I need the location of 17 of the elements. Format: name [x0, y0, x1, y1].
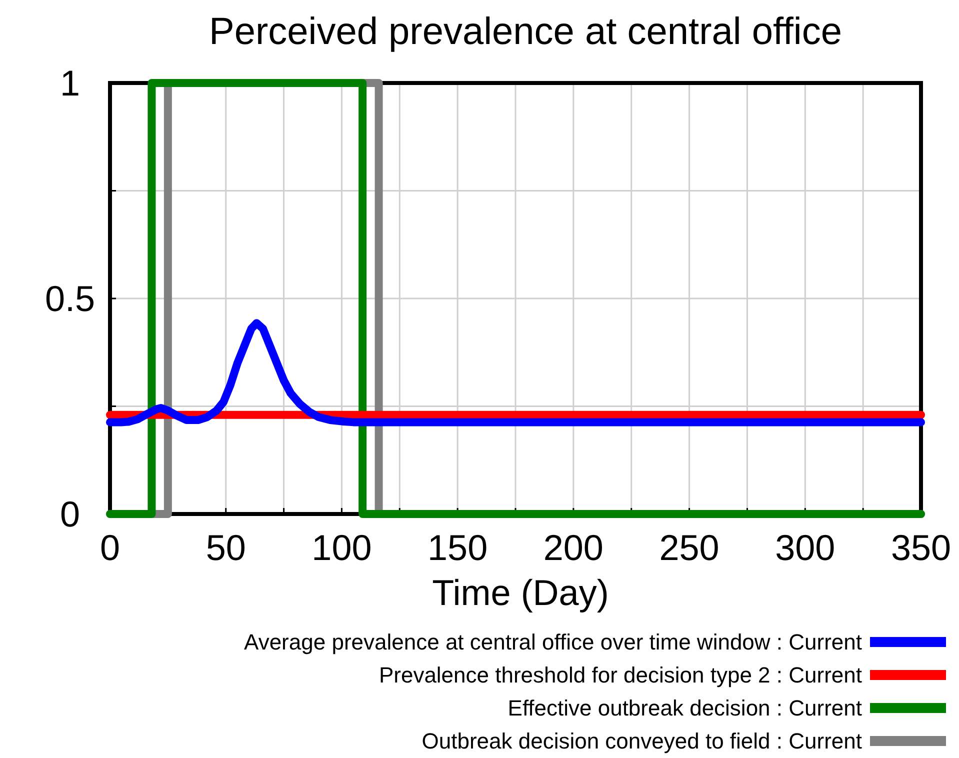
x-tick-label: 150 — [428, 527, 488, 568]
x-tick-label: 300 — [775, 527, 836, 568]
chart-title: Perceived prevalence at central office — [209, 11, 842, 53]
x-tick-label: 350 — [890, 527, 952, 568]
y-tick-label: 1 — [60, 62, 80, 104]
x-tick-label: 100 — [312, 527, 372, 568]
legend-label: Effective outbreak decision : Current — [508, 696, 862, 721]
x-tick-label: 0 — [100, 527, 120, 568]
x-axis-title: Time (Day) — [432, 572, 609, 613]
y-tick-label: 0 — [60, 494, 80, 535]
x-tick-label: 50 — [206, 527, 246, 568]
x-tick-label: 250 — [659, 527, 720, 568]
y-tick-label: 0.5 — [44, 278, 96, 320]
legend-label: Outbreak decision conveyed to field : Current — [422, 728, 862, 754]
legend-label: Prevalence threshold for decision type 2 : Current — [378, 662, 862, 688]
legend-label: Average prevalence at central office over time window : Current — [244, 630, 862, 655]
x-tick-label: 200 — [543, 527, 604, 568]
